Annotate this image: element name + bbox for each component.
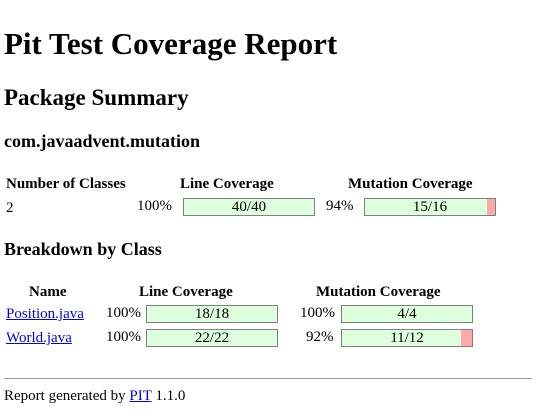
line-coverage-percent: 100% xyxy=(137,198,172,214)
footer-divider xyxy=(4,378,532,379)
mutation-coverage-percent: 94% xyxy=(326,198,354,214)
footer-prefix: Report generated by xyxy=(4,388,130,404)
line-coverage-count: 18/18 xyxy=(194,306,230,322)
header-name: Name xyxy=(29,284,67,300)
header-mutation-coverage: Mutation Coverage xyxy=(316,284,441,300)
line-coverage-percent: 100% xyxy=(106,305,141,321)
line-coverage-bar: 22/22 xyxy=(146,329,278,347)
header-mutation-coverage: Mutation Coverage xyxy=(348,176,473,192)
line-coverage-count: 40/40 xyxy=(231,199,267,215)
class-link-position[interactable]: Position.java xyxy=(6,306,84,322)
line-coverage-bar: 18/18 xyxy=(146,305,278,323)
uncovered-portion xyxy=(486,199,495,215)
class-link-world[interactable]: World.java xyxy=(6,330,72,346)
header-line-coverage: Line Coverage xyxy=(180,176,274,192)
line-coverage-percent: 100% xyxy=(106,329,141,345)
header-number-of-classes: Number of Classes xyxy=(6,176,126,192)
footer-version: 1.1.0 xyxy=(151,388,186,404)
mutation-coverage-bar: 15/16 xyxy=(364,198,496,216)
mutation-coverage-count: 15/16 xyxy=(412,199,448,215)
mutation-coverage-bar: 4/4 xyxy=(341,305,473,323)
line-coverage-count: 22/22 xyxy=(194,330,230,346)
mutation-coverage-bar: 11/12 xyxy=(341,329,473,347)
mutation-coverage-count: 11/12 xyxy=(390,330,424,346)
uncovered-portion xyxy=(461,330,472,346)
page-title: Pit Test Coverage Report xyxy=(4,26,338,61)
pit-link[interactable]: PIT xyxy=(129,388,152,404)
mutation-coverage-percent: 100% xyxy=(300,305,335,321)
classes-count: 2 xyxy=(6,200,14,216)
header-line-coverage: Line Coverage xyxy=(139,284,233,300)
mutation-coverage-count: 4/4 xyxy=(397,306,417,322)
line-coverage-bar: 40/40 xyxy=(183,198,315,216)
footer: Report generated by PIT 1.1.0 xyxy=(4,387,185,405)
package-summary-heading: Package Summary xyxy=(4,85,189,110)
package-name: com.javaadvent.mutation xyxy=(4,131,200,151)
mutation-coverage-percent: 92% xyxy=(306,329,334,345)
breakdown-heading: Breakdown by Class xyxy=(4,239,162,259)
